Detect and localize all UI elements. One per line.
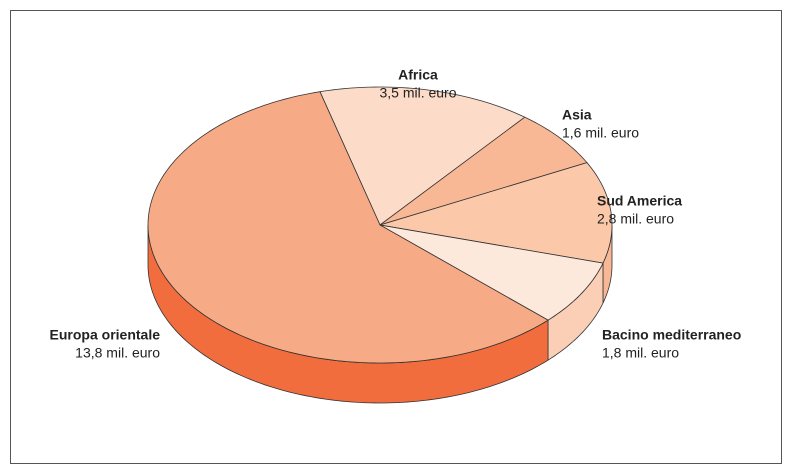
slice-label: Bacino mediterraneo	[602, 327, 741, 343]
value-label: 3,5 mil. euro	[379, 85, 456, 101]
slice-label: Europa orientale	[50, 327, 161, 343]
slice	[379, 224, 604, 321]
slice	[147, 91, 549, 364]
slice	[319, 86, 526, 226]
value-label: 1,6 mil. euro	[562, 125, 639, 141]
value-label: 2,8 mil. euro	[597, 211, 674, 227]
sides	[147, 224, 613, 404]
slice-label: Africa	[398, 67, 438, 83]
slice	[379, 116, 588, 226]
slice-label: Asia	[562, 107, 592, 123]
value-label: 13,8 mil. euro	[75, 345, 160, 361]
slice	[379, 162, 613, 264]
slice-label: Sud America	[597, 193, 682, 209]
tops	[147, 86, 613, 364]
value-label: 1,8 mil. euro	[602, 345, 679, 361]
labels: Africa 3,5 mil. euro Asia 1,6 mil. euro Sud …	[50, 67, 742, 361]
